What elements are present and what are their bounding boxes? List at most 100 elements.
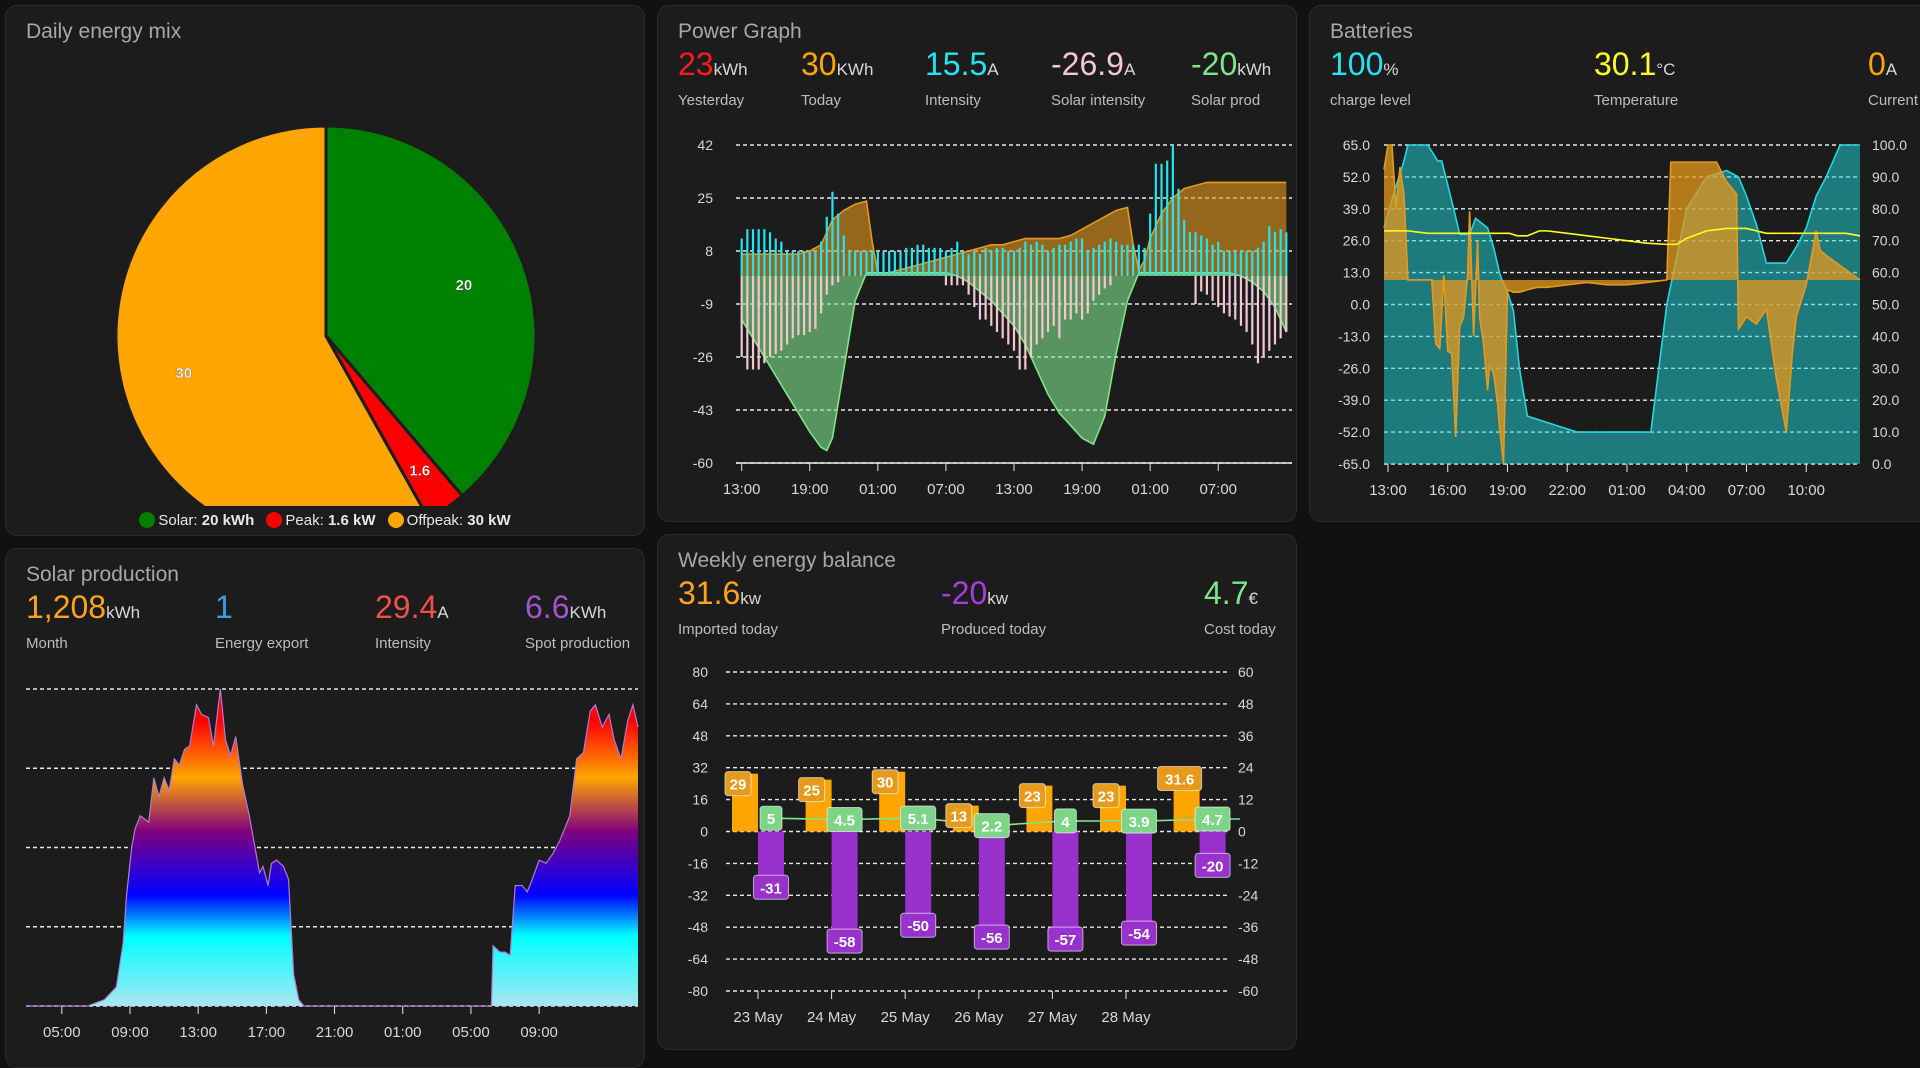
- line-solar-production: [26, 688, 639, 1007]
- stat-unit: °C: [1656, 60, 1676, 79]
- weekly-balance-chart: 80 60 64 48 48 36 32 24 16 12 0 0 -16 -12 -32 -24 -48 -36…: [688, 664, 1259, 1026]
- x-tick-label: 17:00: [248, 1024, 286, 1041]
- x-tick-label: 16:00: [1429, 482, 1467, 499]
- y-left-tick-label: 48: [692, 728, 708, 744]
- x-tick-label: 10:00: [1787, 482, 1825, 499]
- x-tick-label: 05:00: [452, 1024, 490, 1041]
- data-label-produced-box: [1047, 926, 1084, 952]
- stat-unit: A: [1885, 60, 1898, 79]
- pie-data-label: 1.6: [409, 462, 430, 479]
- stat-value: 30.1: [1594, 46, 1657, 82]
- x-tick-label: 24 May: [807, 1009, 857, 1026]
- data-label-produced: -31: [760, 880, 782, 897]
- x-tick-label: 13:00: [179, 1024, 217, 1041]
- x-tick-label: 13:00: [995, 481, 1033, 498]
- y-right-tick-label: 0: [1238, 824, 1246, 840]
- data-label-imported: 23: [1024, 789, 1041, 806]
- data-label-imported-box: [871, 769, 899, 795]
- stat-cost-today[interactable]: 4.7€ Cost today: [1204, 575, 1276, 638]
- data-label-cost: 4.7: [1202, 812, 1223, 829]
- y-left-tick-label: 0: [700, 824, 708, 840]
- card-title[interactable]: Power Graph: [678, 20, 802, 43]
- card-title[interactable]: Weekly energy balance: [678, 549, 896, 572]
- stat-value: 4.7: [1204, 575, 1249, 611]
- data-label-imported: 30: [877, 775, 894, 792]
- stat-label: Month: [26, 635, 68, 652]
- y-right-tick-label: -60: [1238, 983, 1258, 999]
- y-left-tick-label: -65.0: [1338, 456, 1370, 472]
- data-label-cost: 5.1: [908, 811, 929, 828]
- legend-item-solar[interactable]: Solar: 20 kWh: [139, 512, 254, 529]
- stat-today[interactable]: 30KWh Today: [801, 46, 873, 109]
- legend-item-offpeak[interactable]: Offpeak: 30 kW: [387, 512, 511, 529]
- stat-value: 31.6: [678, 575, 741, 611]
- card-title[interactable]: Daily energy mix: [26, 20, 182, 43]
- y-left-tick-label: 52.0: [1343, 169, 1370, 185]
- area-current: [1384, 145, 1860, 464]
- y-tick-label: 42: [697, 137, 713, 153]
- data-label-cost: 3.9: [1129, 814, 1150, 831]
- data-label-imported-box: [724, 771, 752, 797]
- power-graph-card: Power Graph 23kWh Yesterday 30KWh Today …: [657, 5, 1297, 522]
- x-tick-label: 07:00: [927, 481, 965, 498]
- batteries-card: Batteries 100% charge level 30.1°C Tempe…: [1309, 5, 1920, 522]
- legend-label: Peak: [285, 512, 320, 529]
- y-right-tick-label: 10.0: [1872, 424, 1899, 440]
- y-left-tick-label: 26.0: [1343, 233, 1370, 249]
- card-title[interactable]: Solar production: [26, 563, 179, 586]
- y-left-tick-label: -52.0: [1338, 424, 1370, 440]
- stat-month[interactable]: 1,208kWh Month: [26, 589, 140, 652]
- stat-current[interactable]: 0A Current: [1868, 46, 1918, 109]
- stat-yesterday[interactable]: 23kWh Yesterday: [678, 46, 748, 109]
- stat-label: Solar intensity: [1051, 92, 1146, 109]
- stat-imported-today[interactable]: 31.6kw Imported today: [678, 575, 778, 638]
- x-tick-label: 01:00: [1608, 482, 1646, 499]
- y-right-tick-label: 24: [1238, 760, 1254, 776]
- stat-value: 100: [1330, 46, 1384, 82]
- data-label-produced-box: [973, 924, 1010, 950]
- stat-intensity[interactable]: 29.4A Intensity: [375, 589, 449, 652]
- legend-value: 30 kW: [467, 512, 511, 529]
- data-label-produced-box: [826, 928, 863, 954]
- stat-label: Intensity: [925, 92, 981, 109]
- x-tick-label: 05:00: [43, 1024, 81, 1041]
- data-label-produced: -56: [981, 930, 1003, 947]
- data-label-imported: 31.6: [1165, 771, 1194, 788]
- stat-unit: kw: [987, 589, 1009, 608]
- data-label-produced-box: [1121, 920, 1157, 946]
- stat-solar-intensity[interactable]: -26.9A Solar intensity: [1051, 46, 1145, 109]
- y-left-tick-label: 32: [692, 760, 708, 776]
- stat-temperature[interactable]: 30.1°C Temperature: [1594, 46, 1678, 109]
- y-right-tick-label: 100.0: [1872, 137, 1907, 153]
- card-title[interactable]: Batteries: [1330, 20, 1413, 43]
- stat-label: Yesterday: [678, 92, 745, 109]
- stat-spot-production[interactable]: 6.6KWh Spot production: [525, 589, 630, 652]
- stat-produced-today[interactable]: -20kw Produced today: [941, 575, 1046, 638]
- y-left-tick-label: 39.0: [1343, 201, 1370, 217]
- stat-value: -26.9: [1051, 46, 1124, 82]
- stat-unit: KWh: [836, 60, 874, 79]
- bar-produced: [831, 831, 858, 948]
- stat-energy-export[interactable]: 1 Energy export: [215, 589, 308, 652]
- legend-item-peak[interactable]: Peak: 1.6 kW: [266, 512, 376, 529]
- x-tick-label: 22:00: [1548, 482, 1586, 499]
- data-label-produced: -20: [1202, 858, 1224, 875]
- y-right-tick-label: 30.0: [1872, 360, 1899, 376]
- y-tick-label: -9: [701, 296, 714, 312]
- data-label-cost: 4.5: [834, 813, 855, 830]
- x-tick-label: 23 May: [733, 1009, 783, 1026]
- data-label-produced: -58: [834, 934, 856, 951]
- y-right-tick-label: 70.0: [1872, 233, 1899, 249]
- legend-value: 20 kWh: [201, 512, 255, 529]
- stat-value: 0: [1868, 46, 1886, 82]
- stat-unit: KWh: [569, 603, 607, 622]
- y-right-tick-label: 0.0: [1872, 456, 1892, 472]
- data-label-imported: 25: [803, 783, 820, 800]
- stat-charge-level[interactable]: 100% charge level: [1330, 46, 1411, 109]
- data-label-imported: 29: [730, 777, 747, 794]
- y-right-tick-label: 60.0: [1872, 265, 1899, 281]
- x-tick-label: 13:00: [1369, 482, 1407, 499]
- stat-value: -20: [1191, 46, 1238, 82]
- stat-intensity[interactable]: 15.5A Intensity: [925, 46, 999, 109]
- stat-solar-prod[interactable]: -20kWh Solar prod: [1191, 46, 1271, 109]
